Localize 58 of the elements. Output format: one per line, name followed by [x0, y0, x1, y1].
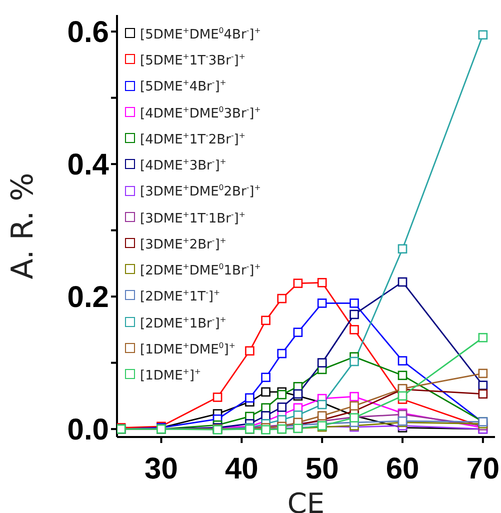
point — [212, 392, 222, 402]
legend-label: [2DME$^{+}$1T$^{-}$]$^{+}$ — [140, 287, 220, 307]
point — [317, 298, 327, 308]
point — [317, 358, 327, 368]
x-tick-label: 50 — [305, 452, 339, 486]
point — [277, 294, 287, 304]
point — [398, 244, 408, 254]
x-tick-label: 30 — [144, 452, 178, 486]
point — [277, 348, 287, 358]
legend-label: [3DME$^{+}$1T$^{-}$1Br$^{-}$]$^{+}$ — [140, 208, 246, 228]
legend-label: [3DME$^{+}$DME$^{0}$2Br$^{-}$]$^{+}$ — [140, 182, 261, 202]
point — [261, 372, 270, 382]
legend-label: [4DME$^{+}$1T$^{-}$2Br$^{-}$]$^{+}$ — [140, 130, 246, 150]
point — [478, 368, 488, 378]
point — [398, 277, 408, 287]
y-axis-title: A. R. % — [6, 172, 41, 280]
point — [293, 328, 303, 337]
point — [350, 310, 359, 320]
point — [277, 402, 287, 412]
point — [350, 325, 359, 334]
point — [350, 392, 359, 402]
point — [478, 389, 488, 399]
legend-label: [1DME$^{+}$]$^{+}$ — [140, 366, 201, 386]
point — [245, 393, 254, 403]
legend-label: [4DME$^{+}$DME$^{0}$3Br$^{-}$]$^{+}$ — [140, 104, 261, 124]
legend-label: [5DME$^{+}$DME$^{0}$4Br$^{-}$]$^{+}$ — [140, 25, 261, 44]
legend-label: [1DME$^{+}$DME$^{0}$]$^{+}$ — [140, 340, 236, 360]
legend-label: [5DME$^{+}$4Br$^{-}$]$^{+}$ — [140, 77, 226, 97]
point — [245, 346, 254, 356]
x-tick-label: 40 — [224, 452, 258, 486]
point — [350, 356, 359, 366]
point — [261, 316, 270, 326]
y-tick-label: 0.4 — [67, 148, 110, 182]
y-tick-label: 0.0 — [67, 414, 109, 447]
legend-label: [3DME$^{+}$2Br$^{-}$]$^{+}$ — [140, 234, 226, 254]
x-tick-label: 70 — [466, 452, 500, 486]
point — [398, 356, 408, 366]
legend-label: [2DME$^{+}$1Br$^{-}$]$^{+}$ — [140, 314, 226, 333]
point — [350, 298, 359, 308]
point — [478, 332, 488, 342]
point — [261, 387, 270, 397]
point — [398, 391, 408, 401]
point — [478, 380, 488, 390]
point — [261, 403, 270, 412]
x-tick-label: 60 — [386, 452, 420, 486]
point — [317, 278, 327, 288]
point — [398, 370, 408, 380]
point — [261, 411, 270, 420]
legend-label: [4DME$^{+}$3Br$^{-}$]$^{+}$ — [140, 156, 226, 176]
point — [350, 401, 359, 411]
legend-label: [5DME$^{+}$1T$^{-}$3Br$^{-}$]$^{+}$ — [140, 51, 246, 71]
point — [317, 411, 327, 420]
y-tick-label: 0.2 — [67, 281, 109, 314]
point — [478, 30, 488, 40]
y-tick-label: 0.6 — [67, 16, 109, 50]
legend-label: [2DME$^{+}$DME$^{0}$1Br$^{-}$]$^{+}$ — [140, 261, 261, 280]
point — [277, 390, 287, 400]
point — [293, 278, 303, 288]
